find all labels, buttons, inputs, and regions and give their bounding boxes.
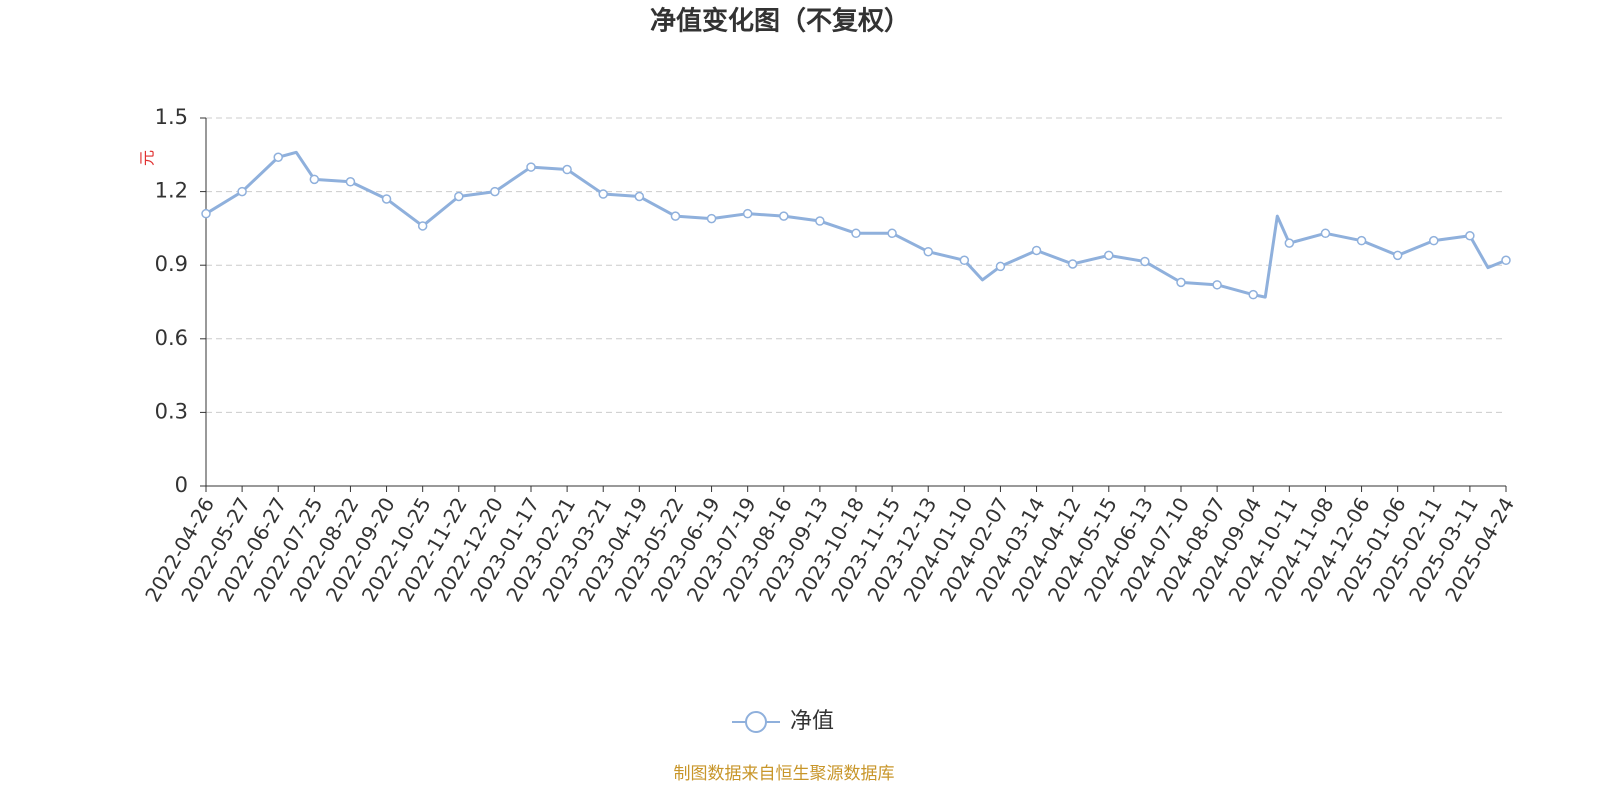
data-point bbox=[1140, 256, 1150, 267]
data-point bbox=[1248, 289, 1258, 300]
data-point bbox=[1356, 235, 1367, 246]
data-point bbox=[1392, 250, 1403, 261]
data-point bbox=[851, 228, 861, 239]
data-point bbox=[598, 189, 608, 199]
y-tick-label: 1.5 bbox=[155, 105, 188, 129]
chart-title: 净值变化图（不复权） bbox=[650, 6, 910, 37]
data-point bbox=[815, 216, 825, 226]
data-point bbox=[670, 211, 681, 221]
data-point bbox=[562, 164, 572, 175]
y-tick-label: 0.9 bbox=[155, 252, 188, 276]
data-point bbox=[1501, 255, 1511, 266]
y-tick-label: 0.3 bbox=[155, 399, 188, 423]
data-point bbox=[1067, 259, 1078, 269]
source-note: 制图数据来自恒生聚源数据库 bbox=[674, 764, 895, 784]
legend-label: 净值 bbox=[790, 709, 834, 734]
data-point bbox=[1212, 280, 1222, 290]
data-point bbox=[1031, 245, 1042, 256]
data-point bbox=[706, 213, 717, 224]
y-tick-label: 1.2 bbox=[155, 179, 188, 203]
data-point bbox=[490, 186, 500, 197]
data-point bbox=[995, 261, 1006, 272]
data-point bbox=[381, 194, 392, 204]
data-point bbox=[237, 186, 247, 197]
data-point bbox=[1176, 277, 1186, 288]
y-tick-label: 0 bbox=[175, 473, 188, 497]
data-point bbox=[1320, 228, 1331, 239]
y-axis-label: 元 bbox=[138, 150, 157, 166]
data-point bbox=[1284, 238, 1295, 248]
data-point bbox=[417, 221, 428, 231]
data-point bbox=[309, 174, 320, 185]
data-point bbox=[959, 255, 970, 266]
data-point bbox=[779, 211, 789, 221]
data-point bbox=[1429, 235, 1439, 246]
data-point bbox=[742, 208, 753, 219]
data-point bbox=[454, 191, 464, 202]
legend-marker bbox=[745, 711, 767, 733]
data-point bbox=[201, 208, 211, 219]
data-point bbox=[526, 162, 536, 172]
data-point bbox=[923, 246, 933, 257]
data-point bbox=[1104, 250, 1114, 261]
data-point bbox=[1465, 231, 1475, 241]
data-point bbox=[634, 191, 645, 202]
data-point bbox=[345, 177, 356, 187]
data-point bbox=[273, 152, 283, 163]
data-line bbox=[205, 150, 1507, 299]
y-tick-label: 0.6 bbox=[155, 326, 188, 350]
data-point bbox=[887, 228, 897, 239]
